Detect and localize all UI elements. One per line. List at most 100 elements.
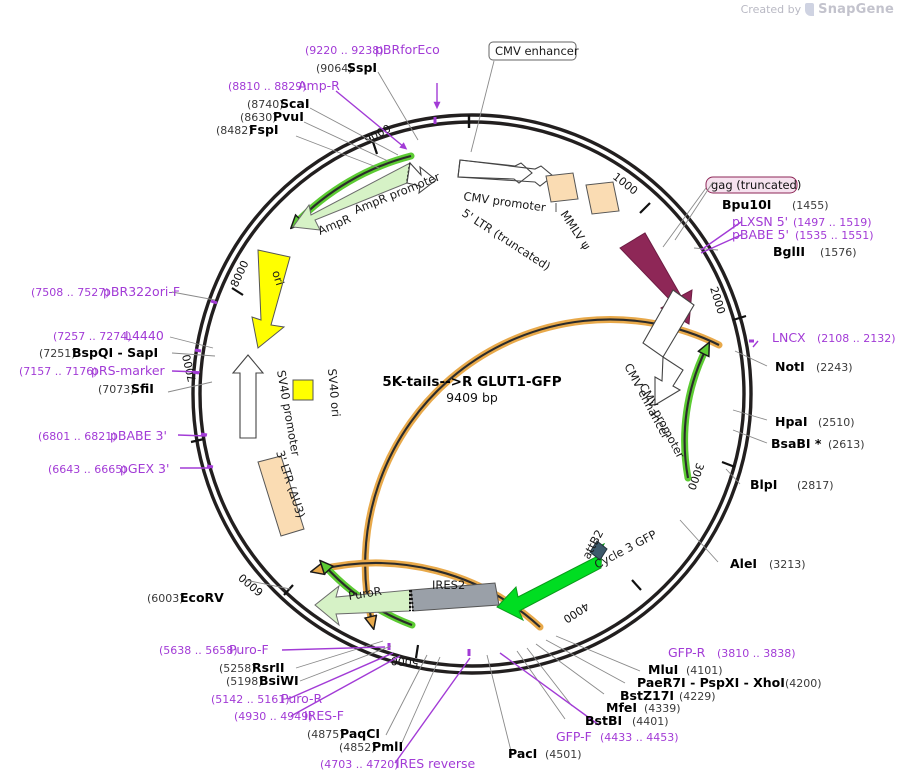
- enzyme-position: (5198): [226, 675, 263, 688]
- enzyme-label[interactable]: BspQI - SapI: [72, 345, 158, 360]
- enzyme-label[interactable]: PaqCI: [340, 726, 380, 741]
- snapgene-watermark: Created by SnapGene: [741, 2, 894, 17]
- enzyme-position: (6003): [147, 592, 184, 605]
- svg-text:PuroR: PuroR: [347, 584, 382, 603]
- primer-label[interactable]: pBR322ori-F: [103, 284, 180, 299]
- plasmid-name: 5K-tails-->R GLUT1-GFP: [382, 374, 561, 390]
- plasmid-title-block: 5K-tails-->R GLUT1-GFP 9409 bp: [382, 374, 561, 405]
- primer-range: (3810 .. 3838): [717, 647, 796, 660]
- primer-label[interactable]: IRES-F: [304, 708, 344, 723]
- enzyme-position: (4401): [632, 715, 669, 728]
- enzyme-label[interactable]: AleI: [730, 556, 757, 571]
- primer-range: (2108 .. 2132): [817, 332, 896, 345]
- enzyme-label[interactable]: MfeI: [606, 700, 637, 715]
- primer-label[interactable]: LNCX: [772, 330, 806, 345]
- enzyme-label[interactable]: PmlI: [372, 739, 403, 754]
- primer-label[interactable]: pLXSN 5': [732, 214, 788, 229]
- primer-label[interactable]: pBABE 3': [110, 428, 167, 443]
- watermark-brand: SnapGene: [818, 2, 894, 17]
- enzyme-label[interactable]: BstZ17I: [620, 688, 674, 703]
- labels-bottom-right: GFP-R (3810 .. 3838) MluI (4101) PaeR7I …: [508, 645, 822, 761]
- primer-label[interactable]: pGEX 3': [120, 461, 169, 476]
- plasmid-length: 9409 bp: [446, 390, 498, 405]
- primer-range: (5638 .. 5658): [159, 644, 238, 657]
- enzyme-position: (1455): [792, 199, 829, 212]
- enzyme-label[interactable]: PvuI: [273, 109, 304, 124]
- enzyme-label[interactable]: SfiI: [131, 381, 154, 396]
- primer-range: (1535 .. 1551): [795, 229, 874, 242]
- enzyme-position: (4852): [339, 741, 376, 754]
- enzyme-label[interactable]: HpaI: [775, 414, 808, 429]
- watermark-prefix: Created by: [740, 3, 802, 16]
- enzyme-label[interactable]: PacI: [508, 746, 537, 761]
- feature-3ltr-du3: 3' LTR (ΔU3): [257, 449, 308, 537]
- enzyme-label[interactable]: BlpI: [750, 477, 777, 492]
- primer-range: (6643 .. 6665): [48, 463, 127, 476]
- svg-text:IRES2: IRES2: [432, 578, 465, 592]
- enzyme-position: (8740): [247, 98, 284, 111]
- feature-ori: ori: [251, 249, 291, 349]
- svg-text:4000: 4000: [561, 599, 592, 625]
- enzyme-position: (4339): [644, 702, 681, 715]
- feature-5ltr-truncated: CMV promoter 5' LTR (truncated): [457, 159, 554, 274]
- callout-cmv-enhancer[interactable]: CMV enhancer: [470, 41, 579, 153]
- primer-label[interactable]: pBABE 5': [732, 227, 789, 242]
- primer-label[interactable]: GFP-F: [556, 729, 592, 744]
- svg-text:ori: ori: [269, 269, 287, 288]
- axis-tick-5000: 5000: [390, 644, 419, 669]
- enzyme-position: (7251): [39, 347, 76, 360]
- feature-ires2: IRES2: [410, 578, 500, 612]
- svg-text:5' LTR (truncated): 5' LTR (truncated): [459, 206, 553, 274]
- enzyme-label[interactable]: SspI: [347, 60, 377, 75]
- enzyme-label[interactable]: PaeR7I - PspXI - XhoI: [637, 675, 785, 690]
- axis-tick-4000: 4000: [561, 579, 642, 626]
- primer-range: (4930 .. 4949): [234, 710, 313, 723]
- enzyme-position: (2613): [828, 438, 865, 451]
- svg-text:5000: 5000: [390, 654, 419, 669]
- enzyme-position: (8482): [216, 124, 253, 137]
- callout-gag-truncated[interactable]: gag (truncated): [662, 176, 801, 248]
- enzyme-position: (9064): [316, 62, 353, 75]
- primer-range: (5142 .. 5161): [211, 693, 290, 706]
- enzyme-label[interactable]: BsaBI *: [771, 436, 822, 451]
- primer-range: (1497 .. 1519): [793, 216, 872, 229]
- enzyme-position: (1576): [820, 246, 857, 259]
- enzyme-position: (4200): [785, 677, 822, 690]
- gag-truncated-label: gag (truncated): [711, 178, 801, 192]
- primer-range: (6801 .. 6821): [38, 430, 117, 443]
- primer-label[interactable]: pBRforEco: [375, 42, 440, 57]
- axis-tick-7000: 7000: [180, 353, 205, 444]
- enzyme-label[interactable]: NotI: [775, 359, 805, 374]
- primer-label[interactable]: pRS-marker: [91, 363, 166, 378]
- svg-text:MMLV ψ: MMLV ψ: [558, 208, 594, 252]
- enzyme-position: (2243): [816, 361, 853, 374]
- primer-label[interactable]: Amp-R: [298, 78, 340, 93]
- enzyme-label[interactable]: BglII: [773, 244, 805, 259]
- feature-sv40-promoter: SV40 promoter: [231, 354, 303, 457]
- enzyme-label[interactable]: BstBI: [585, 713, 622, 728]
- primer-label[interactable]: IRES reverse: [396, 756, 475, 771]
- labels-top-left: (9220 .. 9238) pBRforEco (9064) SspI (88…: [216, 42, 440, 137]
- enzyme-label[interactable]: EcoRV: [180, 590, 224, 605]
- primer-label[interactable]: Puro-R: [281, 691, 322, 706]
- enzyme-position: (3213): [769, 558, 806, 571]
- feature-puror: PuroR: [314, 584, 411, 627]
- enzyme-label[interactable]: MluI: [648, 662, 678, 677]
- enzyme-label[interactable]: Bpu10I: [722, 197, 771, 212]
- svg-text:8000: 8000: [228, 258, 252, 289]
- enzyme-label[interactable]: ScaI: [280, 96, 310, 111]
- enzyme-position: (7073): [98, 383, 135, 396]
- primer-range: (4703 .. 4720): [320, 758, 399, 771]
- feature-mmlv-psi: MMLV ψ: [545, 172, 620, 252]
- enzyme-position: (8630): [240, 111, 277, 124]
- primer-label[interactable]: GFP-R: [668, 645, 706, 660]
- enzyme-label[interactable]: RsrII: [252, 660, 285, 675]
- primer-label[interactable]: L4440: [125, 328, 164, 343]
- enzyme-label[interactable]: FspI: [249, 122, 279, 137]
- snapgene-logo-icon: [805, 3, 815, 16]
- primer-range: (9220 .. 9238): [305, 44, 384, 57]
- enzyme-label[interactable]: BsiWI: [259, 673, 299, 688]
- enzyme-position: (5258): [219, 662, 256, 675]
- primer-label[interactable]: Puro-F: [229, 642, 269, 657]
- labels-right: Bpu10I (1455) pLXSN 5' (1497 .. 1519) pB…: [722, 197, 896, 571]
